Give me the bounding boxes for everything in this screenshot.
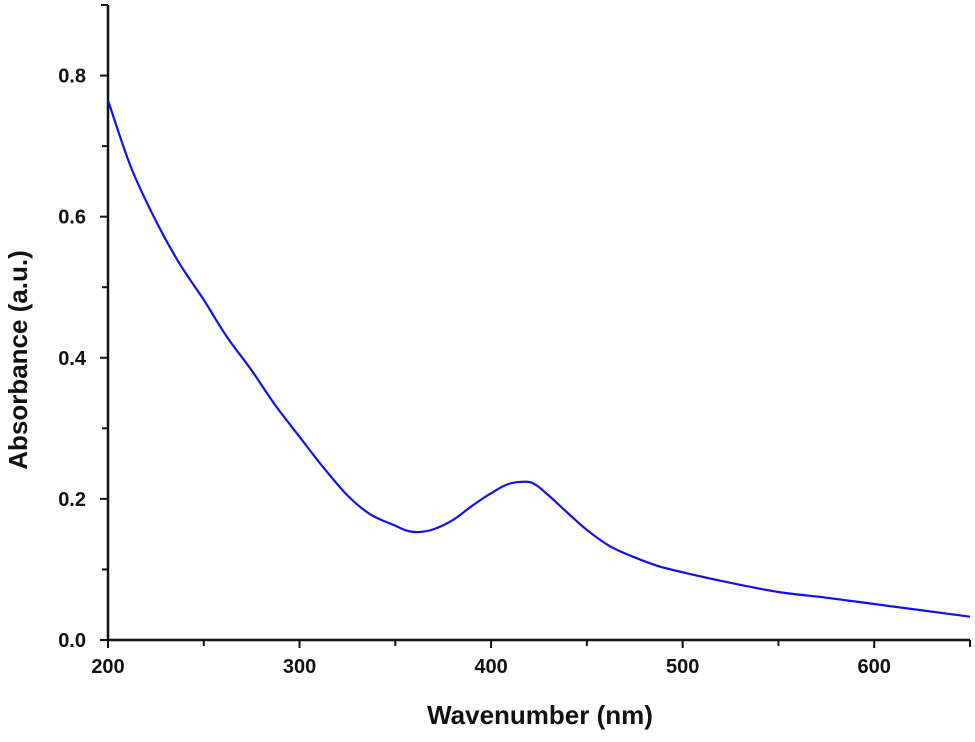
x-tick-label: 400	[474, 656, 507, 678]
series	[106, 99, 971, 618]
y-tick-label: 0.4	[58, 348, 87, 370]
x-axis-label: Wavenumber (nm)	[427, 700, 653, 730]
x-tick-label: 300	[283, 656, 316, 678]
series-line-absorbance	[106, 99, 971, 618]
y-tick-label: 0.2	[58, 489, 86, 511]
y-tick-label: 0.6	[58, 207, 86, 229]
y-axis-label: Absorbance (a.u.)	[3, 250, 33, 470]
ticks: 200 300 400 500 600 0.0 0.2 0.4 0.6 0.8	[58, 4, 891, 678]
x-tick-label: 500	[666, 656, 699, 678]
y-tick-label: 0.8	[58, 66, 86, 88]
x-tick-label: 600	[858, 656, 891, 678]
axes	[101, 4, 971, 647]
y-tick-label: 0.0	[58, 630, 86, 652]
x-tick-label: 200	[91, 656, 124, 678]
